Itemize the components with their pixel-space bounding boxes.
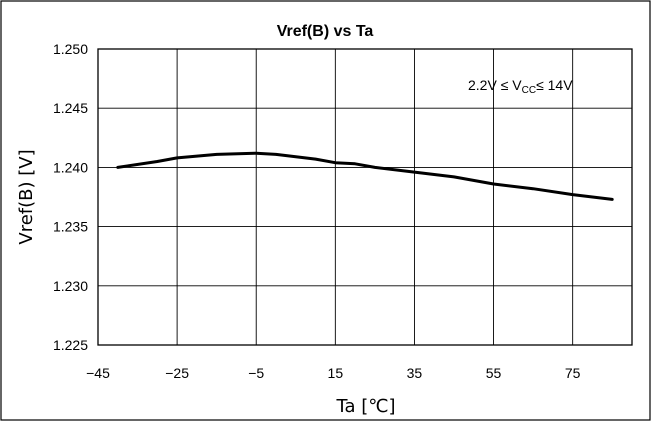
series-point [531, 187, 535, 190]
x-axis-title: Ta [℃] [335, 396, 395, 417]
y-tick-label: 1.225 [53, 337, 88, 353]
x-tick-label: −25 [165, 365, 189, 381]
y-tick-label: 1.250 [53, 41, 88, 57]
series-point [255, 152, 258, 155]
y-tick-label: 1.245 [53, 100, 88, 116]
annotation-prefix: 2.2V ≤ V [468, 77, 522, 93]
series-point [353, 162, 357, 165]
series-point [116, 166, 120, 169]
x-tick-label: −45 [86, 365, 110, 381]
chart-title: Vref(B) vs Ta [277, 23, 374, 40]
series-point [274, 153, 278, 156]
vcc-range-annotation: 2.2V ≤ VCC≤ 14V [468, 77, 573, 96]
x-tick-label: 15 [328, 365, 344, 381]
x-tick-label: 55 [486, 365, 502, 381]
annotation-suffix: ≤ 14V [536, 77, 573, 93]
plot-area [97, 48, 633, 346]
series-point [413, 170, 416, 174]
y-tick-label: 1.240 [53, 159, 88, 175]
series-point [215, 153, 218, 156]
series-point [334, 161, 337, 164]
series-point [156, 160, 159, 163]
y-tick-label: 1.230 [53, 278, 88, 294]
series-point [571, 193, 574, 196]
series-point [175, 156, 179, 160]
y-axis-title: Vref(B) [V] [16, 149, 37, 244]
x-tick-label: 35 [407, 365, 423, 381]
series-point [373, 166, 377, 169]
series-point [492, 182, 495, 186]
x-tick-label: −5 [248, 365, 264, 381]
x-tick-labels: −45 −25 −5 15 35 55 75 [86, 365, 581, 381]
y-tick-labels: 1.225 1.230 1.235 1.240 1.245 1.250 [53, 41, 88, 353]
annotation-subscript: CC [522, 85, 536, 96]
x-tick-label: 75 [565, 365, 581, 381]
series-points [116, 152, 614, 201]
vref-series-line [116, 151, 614, 201]
series-point [314, 157, 317, 161]
series-point [611, 198, 614, 201]
y-tick-label: 1.235 [53, 219, 88, 235]
series-point [452, 175, 456, 179]
